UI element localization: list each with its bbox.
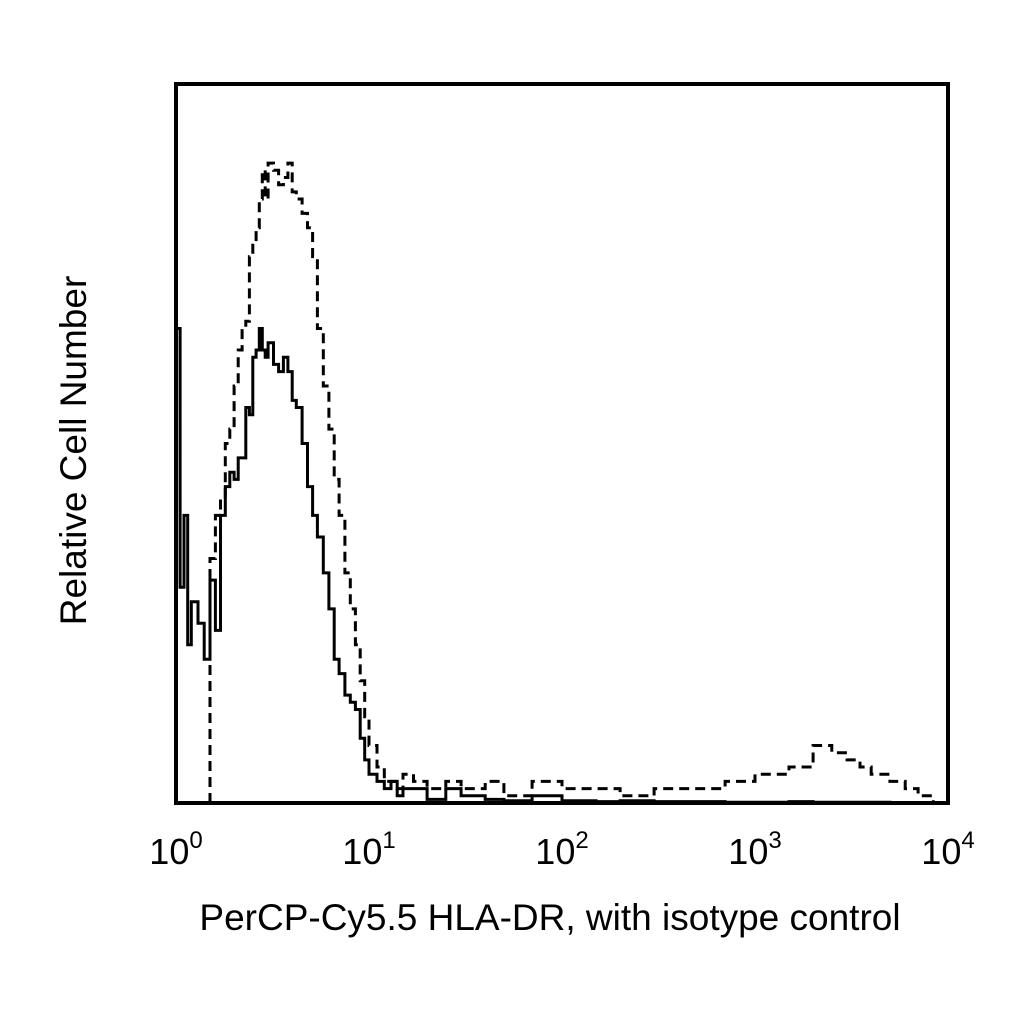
x-tick-label: 100 (149, 827, 202, 872)
plot-frame (174, 82, 950, 805)
x-tick-label: 103 (728, 827, 781, 872)
chart-marks (174, 161, 935, 805)
x-tick-label: 104 (921, 827, 974, 872)
y-axis-label: Relative Cell Number (53, 276, 94, 626)
solid-histogram-series (174, 327, 935, 805)
x-tick-labels: 100 101 102 103 104 (149, 827, 974, 872)
x-tick-label: 101 (342, 827, 395, 872)
x-tick-label: 102 (535, 827, 588, 872)
dashed-histogram-series (208, 161, 935, 803)
x-axis-label: PerCP-Cy5.5 HLA-DR, with isotype control (199, 897, 900, 938)
